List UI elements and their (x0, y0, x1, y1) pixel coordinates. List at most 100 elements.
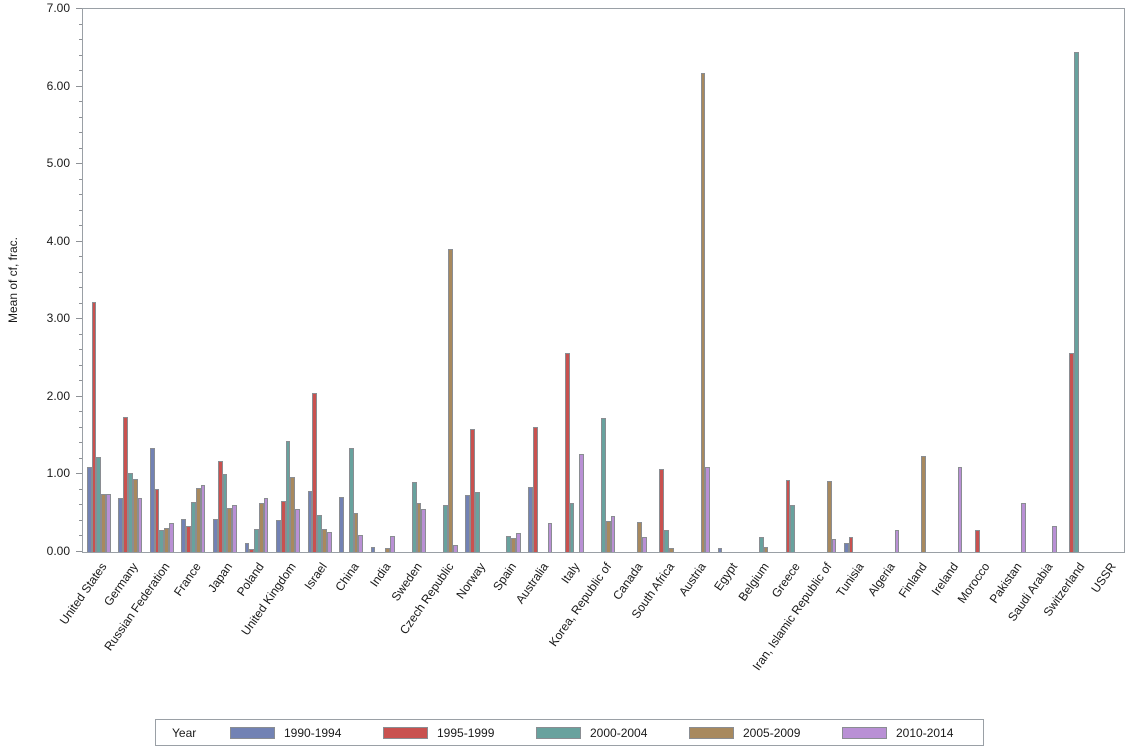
y-minor-tick (79, 333, 82, 335)
y-tick-label: 0.00 (46, 544, 70, 558)
y-major-tick (76, 318, 82, 320)
bar-czech-republic-2010-2014 (452, 545, 458, 552)
bar-greece-1995-1999 (785, 479, 791, 552)
bar-france-1995-1999 (186, 525, 191, 552)
y-minor-tick (79, 488, 82, 490)
x-tick-label-anchor: China (319, 558, 361, 594)
bar-austria-2010-2014 (705, 466, 711, 552)
y-major-tick (76, 163, 82, 165)
bar-russian-federation-2010-2014 (169, 522, 174, 552)
legend-swatch (842, 726, 887, 739)
bar-united-kingdom-1995-1999 (280, 500, 286, 552)
y-minor-tick (79, 23, 82, 25)
bar-korea-republic-of-2005-2009 (605, 520, 611, 552)
y-minor-tick (79, 147, 82, 149)
bar-france-2005-2009 (195, 487, 201, 552)
y-major-tick (76, 473, 82, 475)
legend-label: 1990-1994 (284, 725, 342, 740)
bar-greece-2000-2004 (790, 504, 796, 552)
bar-russian-federation-1990-1994 (149, 448, 155, 552)
bar-germany-2000-2004 (127, 472, 133, 552)
y-minor-tick (79, 411, 82, 413)
x-tick-label: USSR (1088, 560, 1119, 596)
bar-morocco-1995-1999 (974, 529, 980, 552)
legend-label: 2010-2014 (896, 725, 954, 740)
y-major-tick (76, 240, 82, 242)
legend-swatch (230, 726, 275, 739)
y-minor-tick (79, 426, 82, 428)
y-tick-label: 7.00 (46, 1, 70, 15)
bar-russian-federation-1995-1999 (154, 489, 160, 552)
y-tick-label: 2.00 (46, 388, 70, 403)
bar-united-kingdom-1990-1994 (276, 520, 281, 552)
bar-india-1990-1994 (370, 547, 376, 552)
bar-south-africa-2005-2009 (668, 548, 674, 552)
y-minor-tick (79, 70, 82, 72)
bar-india-2010-2014 (389, 535, 395, 552)
y-minor-tick (79, 364, 82, 366)
legend-swatch (383, 726, 428, 739)
bar-sweden-2000-2004 (411, 482, 417, 552)
bar-switzerland-2000-2004 (1074, 52, 1080, 552)
y-minor-tick (79, 256, 82, 258)
plot-area (82, 8, 1125, 553)
bar-south-africa-1995-1999 (659, 469, 665, 552)
bar-czech-republic-2000-2004 (443, 504, 449, 552)
legend: Year 1990-1994 1995-1999 2000-2004 2005-200… (155, 719, 984, 746)
y-minor-tick (79, 535, 82, 537)
legend-item-2010-2014: 2010-2014 (842, 726, 995, 740)
bar-sweden-2010-2014 (421, 508, 427, 552)
bar-united-kingdom-2005-2009 (290, 476, 296, 552)
bar-saudi-arabia-2010-2014 (1052, 526, 1058, 552)
y-minor-tick (79, 54, 82, 56)
x-tick-label-anchor: Switzerland (1014, 558, 1087, 619)
bar-finland-2005-2009 (921, 455, 927, 552)
bar-united-kingdom-2000-2004 (285, 441, 291, 552)
bar-norway-2000-2004 (474, 492, 480, 552)
bar-tunisia-1995-1999 (848, 536, 854, 552)
y-minor-tick (79, 39, 82, 41)
bar-israel-1995-1999 (312, 392, 318, 552)
bar-china-2005-2009 (353, 513, 359, 552)
bar-pakistan-2010-2014 (1020, 503, 1026, 552)
bar-united-states-1990-1994 (86, 466, 92, 552)
bar-germany-2005-2009 (132, 479, 138, 552)
bar-switzerland-1995-1999 (1069, 353, 1075, 552)
bar-czech-republic-2005-2009 (448, 248, 453, 552)
bar-italy-2000-2004 (569, 503, 575, 552)
bar-australia-1990-1994 (528, 486, 534, 552)
legend-item-2005-2009: 2005-2009 (689, 726, 842, 740)
legend-items: 1990-1994 1995-1999 2000-2004 2005-2009 2010… (230, 726, 995, 740)
legend-item-1990-1994: 1990-1994 (230, 726, 383, 740)
bar-china-2000-2004 (348, 448, 354, 552)
legend-swatch (689, 726, 734, 739)
y-tick-label: 6.00 (46, 78, 70, 93)
bar-germany-1990-1994 (118, 497, 124, 552)
bar-united-kingdom-2010-2014 (295, 508, 301, 552)
bar-ireland-2010-2014 (957, 466, 963, 552)
y-minor-tick (79, 302, 82, 304)
bar-india-2005-2009 (385, 548, 390, 552)
y-tick-label: 5.00 (46, 156, 70, 171)
bar-poland-2000-2004 (254, 528, 259, 552)
x-tick-label-anchor: United Kingdom (202, 558, 298, 638)
x-tick-label-anchor: France (155, 558, 204, 599)
bar-iran-islamic-republic-of-2010-2014 (831, 538, 837, 552)
bar-belgium-2000-2004 (758, 536, 764, 552)
bar-egypt-1990-1994 (717, 548, 723, 552)
legend-label: 2000-2004 (590, 725, 648, 740)
bar-israel-2000-2004 (317, 514, 322, 552)
bar-united-states-2005-2009 (101, 493, 106, 552)
x-tick-label-anchor: Czech Republic (361, 558, 457, 637)
bar-china-1990-1994 (339, 496, 344, 552)
bar-china-2010-2014 (358, 534, 364, 552)
bar-poland-2005-2009 (258, 503, 264, 552)
bar-japan-2010-2014 (232, 504, 237, 552)
legend-item-2000-2004: 2000-2004 (536, 726, 689, 740)
bar-germany-2010-2014 (137, 498, 143, 552)
bar-italy-1995-1999 (564, 353, 570, 552)
y-minor-tick (79, 132, 82, 134)
x-tick-label-anchor: Austria (660, 558, 709, 599)
legend-swatch (536, 726, 581, 739)
bar-spain-2005-2009 (511, 538, 517, 552)
